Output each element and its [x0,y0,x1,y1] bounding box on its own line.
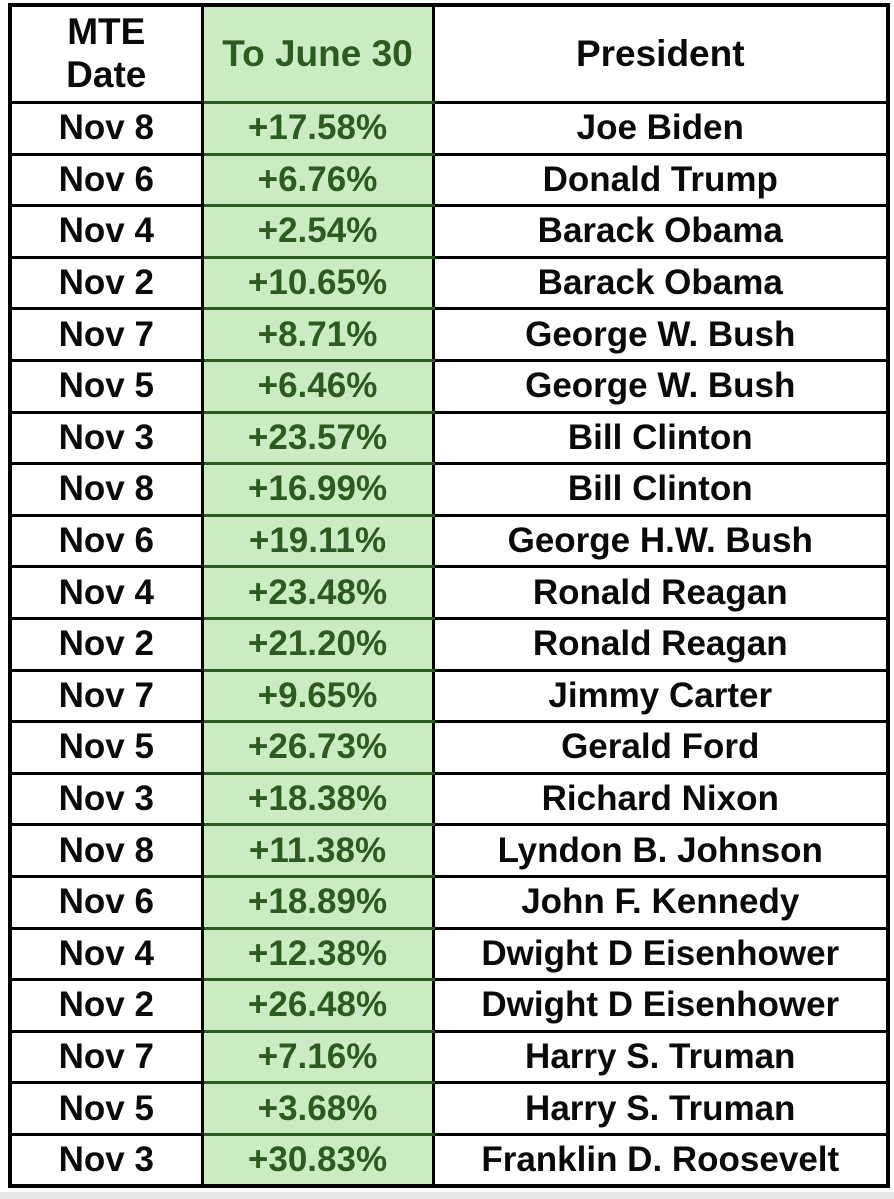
president-cell: George H.W. Bush [431,513,890,569]
mte-date-cell: Nov 4 [8,926,204,982]
table-row: Nov 8 +16.99% Bill Clinton [8,462,890,517]
table-row: Nov 6 +6.76% Donald Trump [8,152,890,208]
to-june-30-cell: +26.48% [200,978,435,1033]
table-row: Nov 7 +8.71% George W. Bush [8,307,890,362]
header-mte-date-line2: Date [66,54,147,95]
mte-date-cell: Nov 4 [8,565,204,620]
mte-date-cell: Nov 3 [8,1132,204,1188]
to-june-30-cell: +7.16% [200,1029,435,1085]
table-body: Nov 8 +17.58% Joe Biden Nov 6 +6.76% Don… [8,101,890,1188]
president-cell: Donald Trump [431,152,890,208]
mte-date-cell: Nov 3 [8,410,204,466]
header-row: MTE Date To June 30 President [8,3,890,104]
table-header: MTE Date To June 30 President [8,3,890,104]
mte-date-cell: Nov 2 [8,616,204,672]
header-to-june-30: To June 30 [200,3,435,104]
table-row: Nov 4 +23.48% Ronald Reagan [8,565,890,620]
table-row: Nov 3 +23.57% Bill Clinton [8,410,890,466]
president-cell: Barack Obama [431,204,890,259]
mte-date-cell: Nov 6 [8,874,204,930]
president-cell: George W. Bush [431,307,890,362]
mte-date-cell: Nov 6 [8,513,204,569]
to-june-30-cell: +19.11% [200,513,435,569]
bottom-margin-strip [0,1192,894,1199]
president-cell: Franklin D. Roosevelt [431,1132,890,1188]
to-june-30-cell: +2.54% [200,204,435,259]
mte-date-cell: Nov 4 [8,204,204,259]
header-mte-date: MTE Date [8,3,204,104]
table-row: Nov 7 +7.16% Harry S. Truman [8,1029,890,1085]
mte-date-cell: Nov 7 [8,668,204,724]
table-row: Nov 2 +21.20% Ronald Reagan [8,616,890,672]
to-june-30-cell: +17.58% [200,101,435,156]
table-row: Nov 4 +12.38% Dwight D Eisenhower [8,926,890,982]
to-june-30-cell: +18.38% [200,771,435,827]
mte-date-cell: Nov 7 [8,1029,204,1085]
mte-date-cell: Nov 5 [8,720,204,775]
mte-date-cell: Nov 8 [8,462,204,517]
to-june-30-cell: +11.38% [200,823,435,878]
table-row: Nov 3 +30.83% Franklin D. Roosevelt [8,1132,890,1188]
to-june-30-cell: +9.65% [200,668,435,724]
table-row: Nov 5 +26.73% Gerald Ford [8,720,890,775]
table-row: Nov 6 +19.11% George H.W. Bush [8,513,890,569]
table-row: Nov 7 +9.65% Jimmy Carter [8,668,890,724]
header-president: President [431,3,890,104]
president-cell: Harry S. Truman [431,1081,890,1136]
to-june-30-cell: +6.46% [200,358,435,414]
to-june-30-cell: +12.38% [200,926,435,982]
to-june-30-cell: +16.99% [200,462,435,517]
to-june-30-cell: +23.48% [200,565,435,620]
president-cell: George W. Bush [431,358,890,414]
mte-date-cell: Nov 5 [8,358,204,414]
president-cell: Ronald Reagan [431,616,890,672]
president-cell: Harry S. Truman [431,1029,890,1085]
president-cell: Dwight D Eisenhower [431,926,890,982]
mte-date-cell: Nov 3 [8,771,204,827]
president-cell: Richard Nixon [431,771,890,827]
president-cell: Gerald Ford [431,720,890,775]
mte-date-cell: Nov 2 [8,255,204,311]
president-cell: Jimmy Carter [431,668,890,724]
president-cell: Barack Obama [431,255,890,311]
president-cell: Joe Biden [431,101,890,156]
table-row: Nov 8 +17.58% Joe Biden [8,101,890,156]
to-june-30-cell: +6.76% [200,152,435,208]
to-june-30-cell: +21.20% [200,616,435,672]
to-june-30-cell: +23.57% [200,410,435,466]
table-row: Nov 6 +18.89% John F. Kennedy [8,874,890,930]
mte-date-cell: Nov 6 [8,152,204,208]
president-cell: John F. Kennedy [431,874,890,930]
to-june-30-cell: +10.65% [200,255,435,311]
table-row: Nov 2 +26.48% Dwight D Eisenhower [8,978,890,1033]
president-cell: Lyndon B. Johnson [431,823,890,878]
president-cell: Bill Clinton [431,410,890,466]
president-cell: Ronald Reagan [431,565,890,620]
mte-date-cell: Nov 5 [8,1081,204,1136]
to-june-30-cell: +30.83% [200,1132,435,1188]
to-june-30-cell: +18.89% [200,874,435,930]
table-row: Nov 3 +18.38% Richard Nixon [8,771,890,827]
table-row: Nov 5 +6.46% George W. Bush [8,358,890,414]
mte-date-cell: Nov 8 [8,101,204,156]
mte-date-cell: Nov 7 [8,307,204,362]
table-row: Nov 4 +2.54% Barack Obama [8,204,890,259]
president-cell: Dwight D Eisenhower [431,978,890,1033]
mte-returns-table: MTE Date To June 30 President Nov 8 +17.… [8,3,890,1189]
to-june-30-cell: +26.73% [200,720,435,775]
to-june-30-cell: +8.71% [200,307,435,362]
table-row: Nov 2 +10.65% Barack Obama [8,255,890,311]
header-mte-date-line1: MTE [67,11,146,53]
mte-date-cell: Nov 2 [8,978,204,1033]
table-row: Nov 8 +11.38% Lyndon B. Johnson [8,823,890,878]
mte-date-cell: Nov 8 [8,823,204,878]
president-cell: Bill Clinton [431,462,890,517]
to-june-30-cell: +3.68% [200,1081,435,1136]
table-row: Nov 5 +3.68% Harry S. Truman [8,1081,890,1136]
